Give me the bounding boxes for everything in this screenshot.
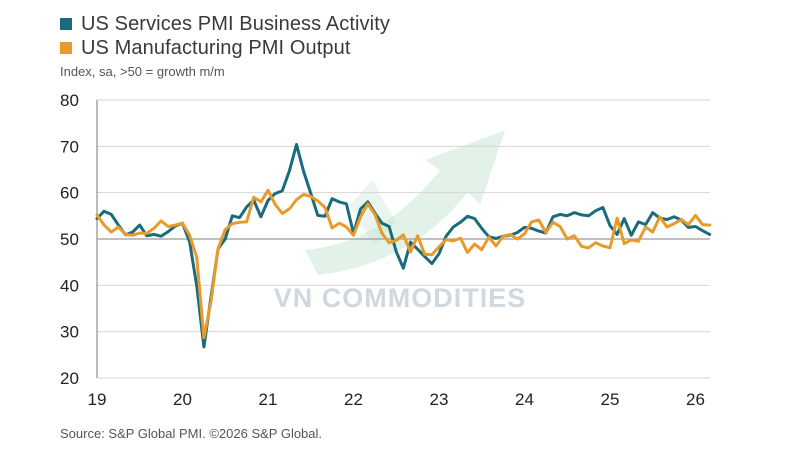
legend-label-services: US Services PMI Business Activity [81,12,390,35]
x-tick-label-25: 25 [601,390,620,409]
x-tick-label-21: 21 [259,390,278,409]
y-tick-label-20: 20 [60,369,79,388]
y-tick-label-60: 60 [60,184,79,203]
x-tick-label-24: 24 [515,390,534,409]
y-tick-label-50: 50 [60,230,79,249]
watermark-arrow [305,130,505,275]
x-tick-label-20: 20 [173,390,192,409]
series-line-services [95,143,712,349]
y-tick-label-30: 30 [60,323,79,342]
legend-swatch-manufacturing [60,42,72,54]
series-line-manufacturing [95,188,712,340]
y-tick-label-80: 80 [60,91,79,110]
chart-subtitle: Index, sa, >50 = growth m/m [60,64,225,79]
legend: US Services PMI Business Activity US Man… [60,12,390,60]
y-tick-label-40: 40 [60,276,79,295]
watermark-text: VN COMMODITIES [274,283,527,313]
x-tick-label-19: 19 [88,390,107,409]
pmi-line-chart: 20 30 40 50 60 70 80 19 20 21 22 23 24 25 26 VN COMMODI… [60,91,712,409]
legend-item-services: US Services PMI Business Activity [60,12,390,36]
x-tick-label-22: 22 [344,390,363,409]
x-tick-label-23: 23 [430,390,449,409]
source-note: Source: S&P Global PMI. ©2026 S&P Global… [60,426,323,441]
legend-item-manufacturing: US Manufacturing PMI Output [60,36,390,60]
y-tick-label-70: 70 [60,137,79,156]
x-tick-label-26: 26 [686,390,705,409]
legend-label-manufacturing: US Manufacturing PMI Output [81,36,351,59]
legend-swatch-services [60,18,72,30]
